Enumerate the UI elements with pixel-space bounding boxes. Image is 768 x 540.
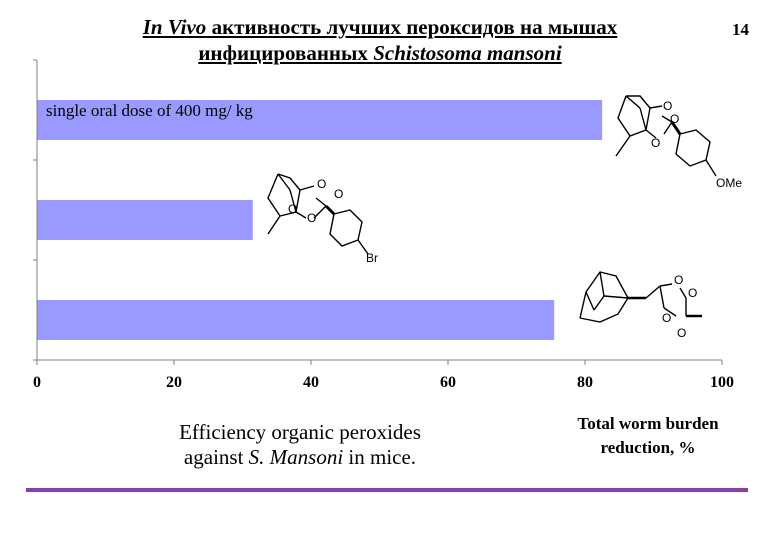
molecule-peroxide-methoxyphenyl [615,95,717,177]
x-tick-label-100: 100 [710,374,734,391]
molecule2-o4: O [307,211,316,225]
caption-left-species: S. Mansoni [248,445,344,469]
x-tick-labels: 0 20 40 60 80 100 [33,374,734,391]
molecule-peroxide-bromophenyl [267,173,369,255]
x-axis-title: Total worm burden reduction, % [548,412,748,460]
caption-left-line2: against S. Mansoni in mice. [120,445,480,470]
x-tick-label-60: 60 [440,374,456,391]
molecule1-ome: OMe [716,176,742,190]
x-tick-label-80: 80 [577,374,593,391]
title-line-2: инфицированных Schistosoma mansoni [60,40,700,66]
bars-group [37,100,603,340]
molecule1-o2: O [670,112,679,126]
title-line-1: In Vivo активность лучших пероксидов на … [60,14,700,40]
slide-number: 14 [732,20,749,39]
molecule3-o2: O [688,286,697,300]
molecule2-br: Br [366,251,378,265]
title-activity: активность лучших пероксидов на мышах [206,15,618,39]
x-axis-title-line1: Total worm burden [577,414,719,433]
bar-1 [37,100,603,140]
title-in-vivo: In Vivo [142,15,207,39]
molecule-adamantane-tetraoxane [579,271,702,323]
molecule3-o1: O [674,273,683,287]
molecule3-o4: O [677,326,686,340]
molecule1-o1: O [663,99,672,113]
caption-left: Efficiency organic peroxides against S. … [120,420,480,470]
caption-left-prefix: against [183,445,249,469]
x-tick-label-0: 0 [33,374,41,391]
dose-label: single oral dose of 400 mg/ kg [46,101,253,120]
molecule2-o3: O [288,202,297,216]
bar-2 [37,200,253,240]
title-infected: инфицированных [198,41,374,65]
slide-title: In Vivo активность лучших пероксидов на … [60,14,700,66]
x-axis-title-line2: reduction, % [600,438,696,457]
molecule1-o3: O [651,136,660,150]
molecule2-o2: O [334,187,343,201]
axes-group [33,59,723,365]
bottom-divider [26,488,748,492]
molecule3-o3: O [662,311,671,325]
bar-3 [37,300,555,340]
x-tick-label-40: 40 [303,374,319,391]
x-tick-label-20: 20 [166,374,182,391]
molecule2-o1: O [317,177,326,191]
title-species: Schistosoma mansoni [373,41,562,65]
caption-left-suffix: in mice. [343,445,417,469]
caption-left-line1: Efficiency organic peroxides [179,420,421,444]
